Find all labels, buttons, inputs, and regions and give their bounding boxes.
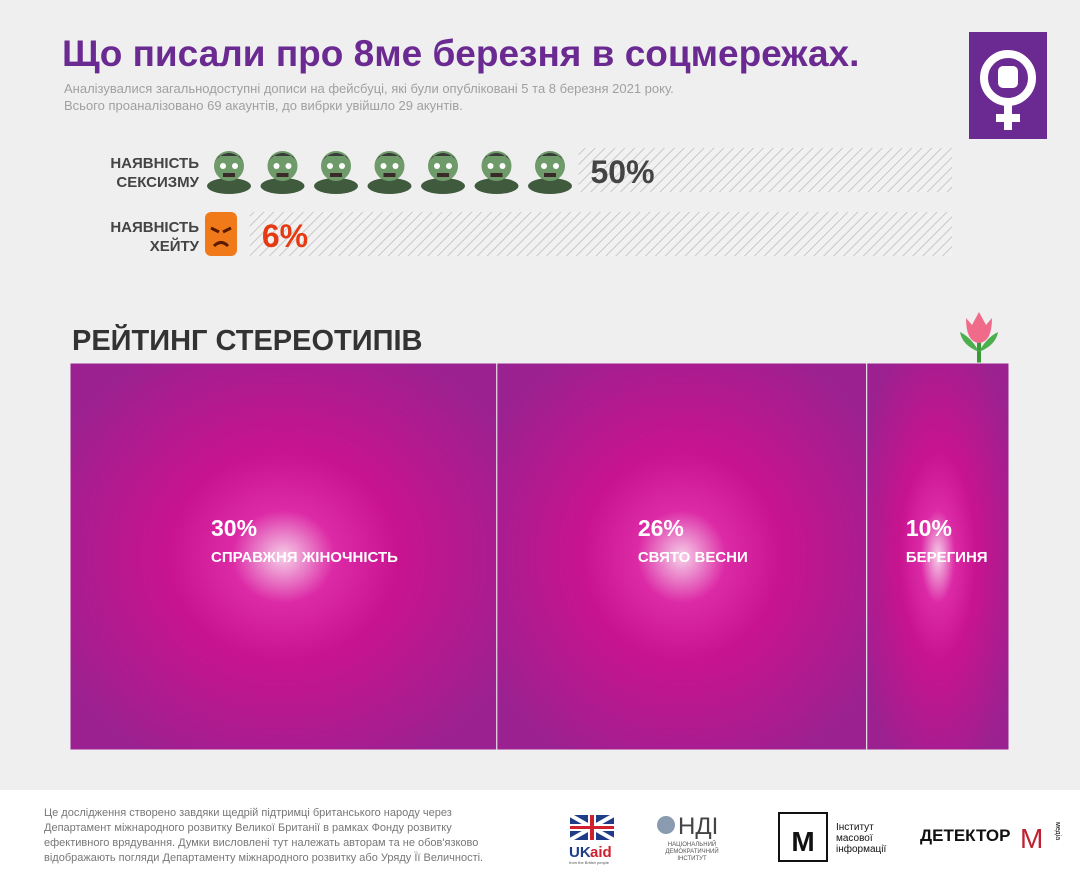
icon-part bbox=[210, 226, 220, 234]
imi-logo: М Інститут масової інформації bbox=[778, 812, 886, 862]
category-label: НАЯВНІСТЬ ХЕЙТУ bbox=[110, 219, 199, 255]
icon-part bbox=[260, 178, 305, 194]
title: Що писали про 8ме березня в соцмережах. bbox=[62, 33, 859, 74]
icon-part bbox=[339, 163, 345, 169]
footer-background bbox=[0, 790, 1080, 890]
icon-part bbox=[374, 151, 405, 181]
icon-part bbox=[428, 153, 458, 162]
icon-part bbox=[535, 153, 565, 162]
treemap-title: РЕЙТИНГ СТЕРЕОТИПІВ bbox=[72, 323, 422, 357]
icon-part bbox=[428, 151, 458, 181]
icon-part bbox=[267, 151, 298, 181]
icon-part bbox=[330, 173, 342, 177]
icon-part bbox=[374, 153, 405, 162]
icon-part bbox=[367, 178, 412, 194]
value-label: 50% bbox=[591, 154, 655, 190]
category-label: СПРАВЖНЯ ЖІНОЧНІСТЬ bbox=[211, 549, 398, 566]
icon-part bbox=[481, 153, 512, 162]
icon-part bbox=[541, 163, 547, 169]
icon-part bbox=[487, 163, 494, 169]
angry-icon bbox=[205, 212, 237, 256]
icon-part bbox=[380, 163, 387, 169]
feminism-logo bbox=[969, 32, 1047, 139]
footer-text: Департамент міжнародного розвитку Велико… bbox=[44, 822, 452, 834]
imi-text: Інститут bbox=[836, 822, 874, 833]
icon-part bbox=[273, 163, 280, 169]
detector-m: М bbox=[1020, 823, 1043, 854]
zombie-icon bbox=[528, 151, 572, 194]
icon-part bbox=[220, 163, 226, 169]
footer-text: ефективного врядування. Думки висловлені… bbox=[44, 837, 478, 849]
value-label: 10% bbox=[906, 515, 952, 541]
ndi-sub: НАЦІОНАЛЬНИЙ bbox=[668, 840, 716, 848]
subtitle: Всього проаналізовано 69 акаунтів, до ви… bbox=[64, 98, 463, 113]
icon-part bbox=[434, 163, 440, 169]
icon-part bbox=[223, 173, 235, 177]
icon-part bbox=[544, 173, 556, 177]
icon-part bbox=[314, 178, 358, 194]
treemap-cell bbox=[866, 362, 1010, 751]
zombie-icon bbox=[314, 151, 358, 194]
tulip bbox=[960, 312, 998, 365]
ndi-sub: ДЕМОКРАТИЧНИЙ bbox=[665, 847, 718, 855]
ukaid-aid: aid bbox=[590, 844, 612, 861]
icon-part bbox=[232, 163, 238, 169]
treemap-cell bbox=[496, 362, 868, 751]
detector-media: медіа bbox=[1054, 822, 1062, 840]
bar-track bbox=[205, 212, 952, 256]
icon-part bbox=[212, 241, 230, 248]
detector: ДЕТЕКТОР bbox=[920, 826, 1011, 845]
value-label: 30% bbox=[211, 515, 257, 541]
icon-part bbox=[214, 151, 244, 181]
icon-part bbox=[321, 151, 351, 181]
category-label: НАЯВНІСТЬ СЕКСИЗМУ bbox=[110, 155, 199, 191]
zombie-icon bbox=[474, 151, 519, 194]
ndi: НДІ bbox=[678, 813, 718, 840]
icon-part bbox=[535, 151, 565, 181]
icon-part bbox=[499, 163, 506, 169]
imi-m: М bbox=[791, 826, 814, 857]
icon-part bbox=[553, 163, 559, 169]
imi-text: масової bbox=[836, 833, 873, 844]
icon-part bbox=[392, 163, 399, 169]
ndi-sub: ІНСТИТУТ bbox=[677, 856, 707, 862]
footer-text: Це дослідження створено завдяки щедрій п… bbox=[44, 807, 452, 819]
icon-part bbox=[490, 173, 503, 177]
icon-part bbox=[327, 163, 333, 169]
icon-part bbox=[321, 153, 351, 162]
footer: Це дослідження створено завдяки щедрій п… bbox=[44, 807, 1062, 865]
category-label: СВЯТО ВЕСНИ bbox=[638, 549, 748, 566]
ndi-logo: НДІ НАЦІОНАЛЬНИЙ ДЕМОКРАТИЧНИЙ ІНСТИТУТ bbox=[657, 813, 719, 862]
icon-part bbox=[481, 151, 512, 181]
ukaid-sub: from the British people bbox=[569, 860, 610, 865]
icon-part bbox=[474, 178, 519, 194]
icon-part bbox=[214, 153, 244, 162]
treemap-cell bbox=[69, 362, 498, 751]
detector-logo: ДЕТЕКТОР М медіа bbox=[920, 822, 1062, 854]
icon-part bbox=[383, 173, 396, 177]
icon-part bbox=[267, 153, 298, 162]
ukaid-uk: UK bbox=[569, 844, 591, 861]
icon-part bbox=[437, 173, 449, 177]
imi-text: інформації bbox=[836, 843, 886, 855]
icon-part bbox=[222, 226, 232, 234]
icon-part bbox=[205, 212, 237, 256]
subtitle: Аналізувалися загальнодоступні дописи на… bbox=[64, 81, 674, 96]
zombie-icon bbox=[421, 151, 465, 194]
icon-part bbox=[528, 178, 572, 194]
zombie-icon bbox=[260, 151, 305, 194]
icon-part bbox=[285, 163, 292, 169]
icon-part bbox=[276, 173, 289, 177]
icon-part bbox=[207, 178, 251, 194]
value-label: 6% bbox=[262, 218, 308, 254]
zombie-icon bbox=[367, 151, 412, 194]
footer-text: відображають погляди Департаменту міжнар… bbox=[44, 852, 483, 864]
zombie-icon bbox=[207, 151, 251, 194]
value-label: 26% bbox=[638, 515, 684, 541]
ukaid-logo: UK aid from the British people bbox=[569, 813, 615, 865]
icon-part bbox=[421, 178, 465, 194]
icon-part bbox=[446, 163, 452, 169]
category-label: БЕРЕГИНЯ bbox=[906, 549, 988, 566]
